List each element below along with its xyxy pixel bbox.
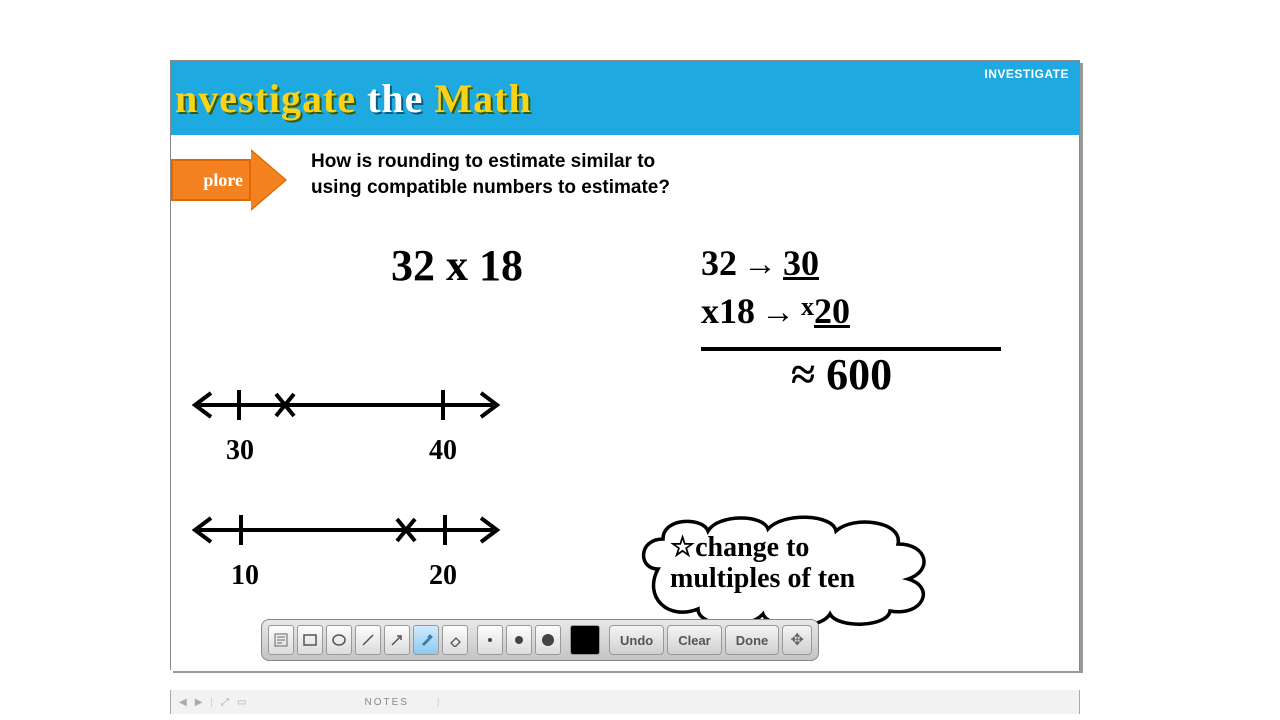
eraser-tool[interactable] bbox=[442, 625, 468, 655]
clear-button[interactable]: Clear bbox=[667, 625, 722, 655]
numberline-2 bbox=[181, 505, 511, 555]
nl2-right-label: 20 bbox=[429, 560, 457, 592]
toolbar-separator bbox=[603, 625, 606, 655]
numberline-1 bbox=[181, 380, 511, 430]
nav-back-icon[interactable]: ◀ bbox=[179, 697, 187, 708]
zoom-icon[interactable]: ⤢ bbox=[221, 697, 229, 708]
nl1-left-label: 30 bbox=[226, 435, 254, 467]
notes-label: NOTES bbox=[364, 697, 408, 708]
hw-r1-right: 30 bbox=[783, 245, 819, 281]
question-text: How is rounding to estimate similar to u… bbox=[311, 149, 670, 200]
note-tool[interactable] bbox=[268, 625, 294, 655]
whiteboard-window: nvestigate the Math INVESTIGATE plore Ho… bbox=[170, 60, 1080, 670]
cloud-star-icon: ☆ bbox=[670, 532, 695, 563]
hw-rounding-work: 32 → 30 x18 → x 20 ≈ 600 bbox=[701, 245, 1001, 401]
section-label: INVESTIGATE bbox=[984, 67, 1069, 81]
title-word-1: nvestigate bbox=[175, 76, 356, 121]
move-handle-icon[interactable]: ✥ bbox=[782, 625, 812, 655]
ellipse-tool[interactable] bbox=[326, 625, 352, 655]
title-word-3: Math bbox=[434, 76, 531, 121]
done-button[interactable]: Done bbox=[725, 625, 780, 655]
stroke-large[interactable] bbox=[535, 625, 561, 655]
whiteboard-canvas[interactable]: plore How is rounding to estimate simila… bbox=[171, 135, 1079, 671]
drawing-toolbar: Undo Clear Done ✥ bbox=[261, 619, 819, 661]
highlighter-tool[interactable] bbox=[413, 625, 439, 655]
undo-button[interactable]: Undo bbox=[609, 625, 664, 655]
stroke-small[interactable] bbox=[477, 625, 503, 655]
question-line1: How is rounding to estimate similar to bbox=[311, 149, 670, 175]
rect-tool[interactable] bbox=[297, 625, 323, 655]
arrow-tool[interactable] bbox=[384, 625, 410, 655]
stroke-medium[interactable] bbox=[506, 625, 532, 655]
explore-arrow[interactable]: plore bbox=[171, 153, 291, 207]
question-line2: using compatible numbers to estimate? bbox=[311, 175, 670, 201]
explore-label: plore bbox=[203, 170, 243, 191]
nl2-left-label: 10 bbox=[231, 560, 259, 592]
color-picker[interactable] bbox=[570, 625, 600, 655]
line-tool[interactable] bbox=[355, 625, 381, 655]
arrow-head-icon bbox=[251, 151, 285, 209]
nl1-right-label: 40 bbox=[429, 435, 457, 467]
hw-r2-prefix: x bbox=[801, 294, 814, 320]
toolbar-separator bbox=[564, 625, 567, 655]
approx-symbol: ≈ bbox=[791, 353, 815, 397]
arrow-right-icon: → bbox=[755, 296, 801, 330]
title-word-2: the bbox=[367, 76, 423, 121]
page-title: nvestigate the Math bbox=[171, 75, 532, 122]
nav-fwd-icon[interactable]: ▶ bbox=[195, 697, 203, 708]
header-band: nvestigate the Math INVESTIGATE bbox=[171, 61, 1079, 135]
hw-r1-left: 32 bbox=[701, 245, 737, 281]
hw-problem: 32 x 18 bbox=[391, 240, 523, 291]
hw-r2-right: 20 bbox=[814, 293, 850, 329]
approx-value: 600 bbox=[826, 353, 892, 397]
cloud-note: ☆change to multiples of ten bbox=[656, 523, 869, 605]
toolbar-separator bbox=[471, 625, 474, 655]
cloud-line1: change to bbox=[695, 532, 809, 563]
arrow-right-icon: → bbox=[737, 248, 783, 282]
layout-icon[interactable]: ▭ bbox=[237, 697, 246, 708]
bottom-toolbar: ◀ ▶ | ⤢ ▭ NOTES | bbox=[170, 690, 1080, 714]
cloud-line2: multiples of ten bbox=[670, 563, 855, 594]
arrow-body: plore bbox=[171, 159, 251, 201]
hw-r2-left: x18 bbox=[701, 293, 755, 329]
